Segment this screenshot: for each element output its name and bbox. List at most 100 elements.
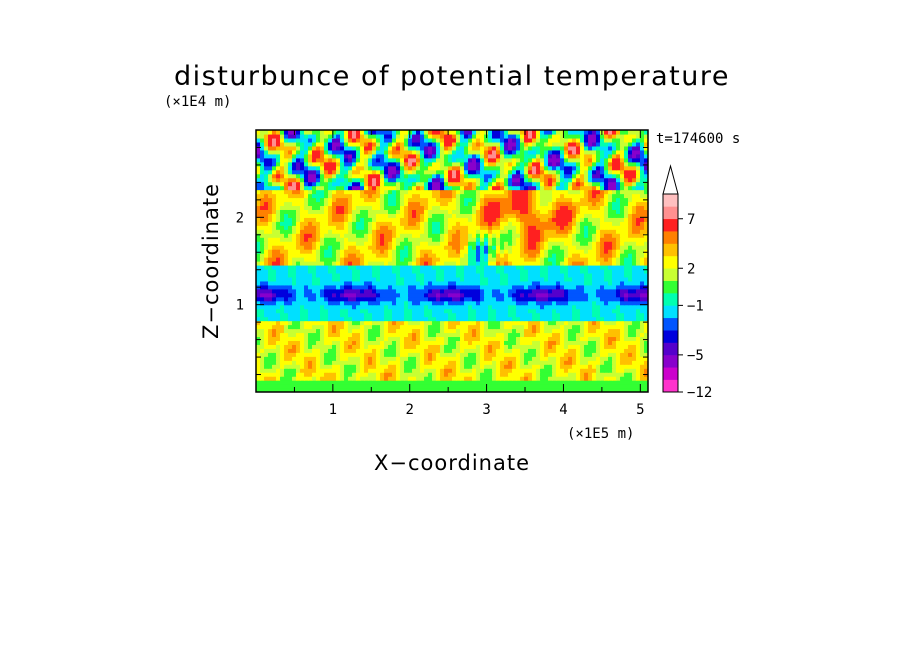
heatmap-cell <box>264 229 269 234</box>
heatmap-cell <box>512 320 517 326</box>
heatmap-cell <box>628 296 633 302</box>
heatmap-cell <box>416 380 421 385</box>
heatmap-cell <box>584 328 589 334</box>
heatmap-cell <box>308 324 313 330</box>
heatmap-cell <box>624 213 629 218</box>
heatmap-cell <box>452 217 457 222</box>
heatmap-cell <box>276 221 281 226</box>
heatmap-cell <box>604 249 609 254</box>
heatmap-cell <box>616 324 621 330</box>
heatmap-cell <box>288 372 293 377</box>
heatmap-cell <box>532 189 537 195</box>
heatmap-cell <box>404 376 409 381</box>
heatmap-cell <box>316 276 321 282</box>
heatmap-cell <box>524 264 529 270</box>
heatmap-cell <box>284 308 289 314</box>
heatmap-cell <box>340 253 345 258</box>
heatmap-cell <box>644 376 648 381</box>
heatmap-cell <box>388 344 393 349</box>
heatmap-cell <box>416 245 421 250</box>
heatmap-cell <box>640 225 645 230</box>
heatmap-cell <box>376 241 381 246</box>
heatmap-cell <box>564 368 569 373</box>
heatmap-cell <box>424 189 429 195</box>
heatmap-cell <box>584 257 589 262</box>
heatmap-cell <box>428 332 433 338</box>
heatmap-cell <box>320 352 325 357</box>
heatmap-cell <box>272 368 277 373</box>
heatmap-cell <box>516 288 521 294</box>
heatmap-cell <box>400 245 405 250</box>
heatmap-cell <box>452 272 457 278</box>
heatmap-cell <box>320 312 325 318</box>
heatmap-cell <box>484 296 489 302</box>
heatmap-cell <box>576 229 581 234</box>
heatmap-cell <box>580 380 585 385</box>
heatmap-cell <box>624 316 629 322</box>
heatmap-cell <box>348 384 353 389</box>
heatmap-cell <box>312 372 317 377</box>
heatmap-cell <box>312 261 317 266</box>
heatmap-cell <box>356 352 361 357</box>
heatmap-cell <box>256 376 261 381</box>
heatmap-cell <box>528 280 533 286</box>
heatmap-cell <box>432 344 437 349</box>
heatmap-cell <box>632 312 637 318</box>
heatmap-cell <box>640 372 645 377</box>
heatmap-cell <box>440 304 445 310</box>
heatmap-cell <box>600 264 605 270</box>
heatmap-cell <box>336 344 341 349</box>
heatmap-cell <box>340 245 345 250</box>
heatmap-cell <box>384 316 389 322</box>
heatmap-cell <box>548 205 553 210</box>
heatmap-cell <box>616 336 621 341</box>
heatmap-cell <box>324 332 329 338</box>
heatmap-cell <box>608 340 613 345</box>
heatmap-cell <box>468 300 473 306</box>
heatmap-cell <box>344 225 349 230</box>
heatmap-cell <box>300 300 305 306</box>
heatmap-cell <box>280 272 285 278</box>
heatmap-cell <box>288 360 293 365</box>
heatmap-cell <box>404 268 409 274</box>
heatmap-cell <box>492 384 497 389</box>
heatmap-cell <box>268 380 273 385</box>
heatmap-cell <box>292 308 297 314</box>
heatmap-cell <box>540 388 545 392</box>
heatmap-cell <box>260 384 265 389</box>
heatmap-cell <box>392 360 397 365</box>
heatmap-cell <box>396 268 401 274</box>
heatmap-cell <box>484 261 489 266</box>
heatmap-cell <box>364 268 369 274</box>
heatmap-cell <box>476 368 481 373</box>
heatmap-cell <box>476 352 481 357</box>
heatmap-cell <box>636 312 641 318</box>
heatmap-cell <box>312 324 317 330</box>
heatmap-cell <box>400 320 405 326</box>
heatmap-cell <box>384 261 389 266</box>
heatmap-cell <box>492 272 497 278</box>
heatmap-cell <box>492 249 497 254</box>
heatmap-cell <box>520 209 525 214</box>
heatmap-cell <box>408 320 413 326</box>
heatmap-cell <box>592 237 597 242</box>
heatmap-cell <box>296 364 301 369</box>
heatmap-cell <box>348 221 353 226</box>
heatmap-cell <box>420 280 425 286</box>
heatmap-cell <box>480 348 485 353</box>
heatmap-cell <box>612 348 617 353</box>
heatmap-cell <box>328 193 333 199</box>
heatmap-cell <box>552 225 557 230</box>
heatmap-cell <box>336 237 341 242</box>
heatmap-cell <box>256 225 261 230</box>
heatmap-cell <box>376 272 381 278</box>
heatmap-cell <box>316 261 321 266</box>
heatmap-cell <box>644 249 648 254</box>
heatmap-cell <box>552 241 557 246</box>
heatmap-cell <box>544 324 549 330</box>
heatmap-cell <box>464 300 469 306</box>
heatmap-cell <box>640 253 645 258</box>
heatmap-cell <box>524 356 529 361</box>
heatmap-cell <box>536 384 541 389</box>
heatmap-cell <box>452 205 457 210</box>
